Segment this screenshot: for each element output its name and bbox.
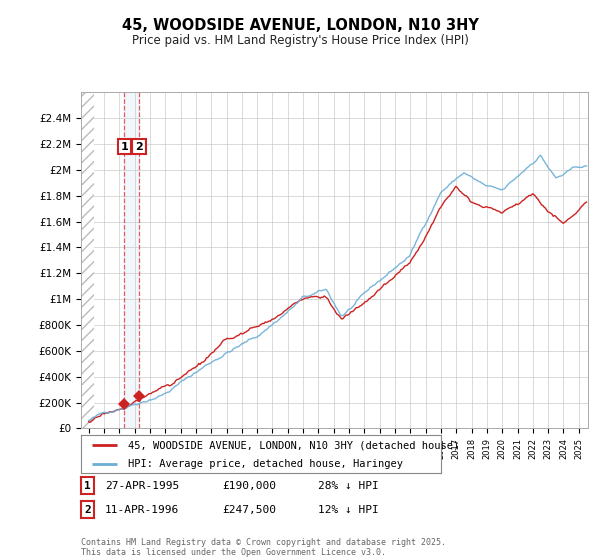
Text: 27-APR-1995: 27-APR-1995 bbox=[105, 480, 179, 491]
Bar bbox=[81, 92, 94, 428]
Text: Contains HM Land Registry data © Crown copyright and database right 2025.
This d: Contains HM Land Registry data © Crown c… bbox=[81, 538, 446, 557]
Bar bbox=[124, 92, 139, 428]
Text: HPI: Average price, detached house, Haringey: HPI: Average price, detached house, Hari… bbox=[128, 459, 403, 469]
Text: 2: 2 bbox=[135, 142, 143, 152]
Text: 28% ↓ HPI: 28% ↓ HPI bbox=[318, 480, 379, 491]
Text: £247,500: £247,500 bbox=[222, 505, 276, 515]
Text: Price paid vs. HM Land Registry's House Price Index (HPI): Price paid vs. HM Land Registry's House … bbox=[131, 34, 469, 46]
Text: 11-APR-1996: 11-APR-1996 bbox=[105, 505, 179, 515]
Text: 12% ↓ HPI: 12% ↓ HPI bbox=[318, 505, 379, 515]
Text: £190,000: £190,000 bbox=[222, 480, 276, 491]
Text: 1: 1 bbox=[121, 142, 128, 152]
Text: 45, WOODSIDE AVENUE, LONDON, N10 3HY: 45, WOODSIDE AVENUE, LONDON, N10 3HY bbox=[122, 18, 478, 33]
Text: 1: 1 bbox=[84, 480, 91, 491]
Text: 45, WOODSIDE AVENUE, LONDON, N10 3HY (detached house): 45, WOODSIDE AVENUE, LONDON, N10 3HY (de… bbox=[128, 440, 459, 450]
Text: 2: 2 bbox=[84, 505, 91, 515]
